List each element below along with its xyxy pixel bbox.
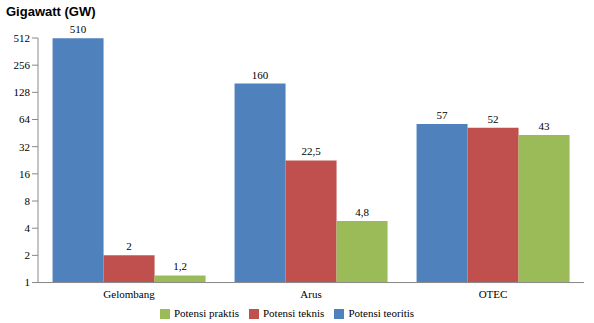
html-text:Potensi praktis: Potensi praktis — [173, 306, 239, 319]
html-text:Potensi teknis: Potensi teknis — [263, 306, 325, 319]
svg-text:256: 256 — [14, 59, 31, 71]
svg-text:Arus: Arus — [300, 288, 321, 300]
svg-text:510: 510 — [70, 23, 87, 35]
svg-text:52: 52 — [488, 113, 499, 125]
svg-text:4,8: 4,8 — [355, 206, 369, 218]
svg-text:43: 43 — [539, 120, 551, 132]
svg-text:Gelombang: Gelombang — [103, 288, 155, 300]
svg-text:OTEC: OTEC — [479, 288, 508, 300]
svg-text:32: 32 — [19, 141, 30, 153]
svg-text:57: 57 — [437, 109, 449, 121]
svg-text:22,5: 22,5 — [301, 145, 321, 157]
svg-text:1,2: 1,2 — [173, 260, 187, 272]
svg-text:128: 128 — [14, 86, 31, 98]
html-text:Potensi teoritis: Potensi teoritis — [348, 306, 415, 319]
svg-text:2: 2 — [126, 240, 132, 252]
svg-text:160: 160 — [252, 69, 269, 81]
svg-text:4: 4 — [25, 222, 31, 234]
html-text:Gigawatt (GW): Gigawatt (GW) — [6, 4, 96, 19]
svg-text:64: 64 — [19, 113, 31, 125]
svg-text:1: 1 — [25, 276, 31, 288]
svg-text:16: 16 — [19, 168, 31, 180]
svg-text:2: 2 — [25, 249, 31, 261]
svg-text:8: 8 — [25, 195, 31, 207]
svg-text:512: 512 — [14, 32, 31, 44]
